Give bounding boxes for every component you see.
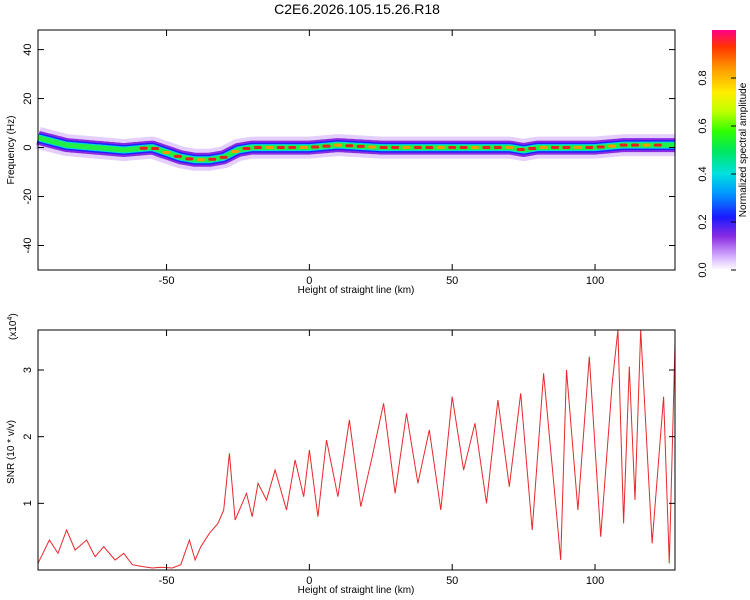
- spectrogram-y-label: Frequency (Hz): [6, 116, 17, 185]
- spectral-peak-mark: [185, 157, 194, 161]
- colorbar-tick-label: 0.8: [697, 70, 709, 85]
- spectral-peak-mark: [459, 146, 468, 150]
- spectral-peak-mark: [219, 155, 228, 159]
- spectrogram-x-tick-label: -50: [159, 275, 175, 287]
- spectral-peak-mark: [208, 157, 217, 161]
- spectral-peak-mark: [139, 146, 148, 150]
- snr-x-label: Height of straight line (km): [298, 585, 415, 596]
- snr-x-ticks: -50 0 50 100: [159, 330, 604, 587]
- spectrogram-y-ticks: -40 -20 0 20 40: [22, 43, 675, 253]
- spectral-peak-mark: [448, 146, 457, 150]
- spectral-peak-mark: [619, 143, 628, 147]
- snr-x-tick-label: 0: [306, 575, 312, 587]
- spectral-peak-mark: [288, 146, 297, 150]
- spectrogram-y-tick-label: 20: [22, 92, 34, 104]
- spectrogram-x-ticks: -50 0 50 100: [159, 30, 604, 287]
- spectral-peak-mark: [573, 146, 582, 150]
- spectrogram-frame: [37, 29, 676, 271]
- spectral-peak-mark: [242, 147, 251, 151]
- spectral-peak-mark: [345, 144, 354, 148]
- spectral-peak-mark: [151, 147, 160, 151]
- snr-x-tick-label: 50: [446, 575, 458, 587]
- snr-panel: -50 0 50 100 1 2 3 Height of straight line (k…: [6, 313, 676, 596]
- spectrogram-y-tick-label: -40: [22, 238, 34, 254]
- snr-y-tick-label: 3: [22, 367, 34, 373]
- spectral-peak-mark: [265, 146, 274, 150]
- spectral-peak-mark: [276, 146, 285, 150]
- spectral-peak-mark: [425, 146, 434, 150]
- spectral-peak-mark: [196, 158, 205, 162]
- snr-scale-label: (x104): [7, 313, 19, 340]
- snr-x-tick-label: -50: [159, 575, 175, 587]
- colorbar-gradient: [712, 30, 736, 270]
- snr-y-ticks: 1 2 3: [22, 367, 675, 506]
- spectral-peak-mark: [413, 146, 422, 150]
- spectral-peak-mark: [631, 143, 640, 147]
- spectrogram-panel: -50 0 50 100 -40 -20 0 20 40 Height of straight…: [6, 29, 684, 296]
- spectral-peak-mark: [471, 146, 480, 150]
- spectrogram-x-tick-label: 100: [586, 275, 604, 287]
- spectral-peak-mark: [231, 149, 240, 153]
- snr-series-line: [37, 329, 676, 569]
- colorbar-tick-label: 0.4: [697, 166, 709, 181]
- spectral-peak-mark: [322, 144, 331, 148]
- spectral-peak-mark: [368, 145, 377, 149]
- spectral-peak-mark: [562, 146, 571, 150]
- spectrogram-y-tick-label: -20: [22, 189, 34, 205]
- spectral-peak-mark: [608, 144, 617, 148]
- colorbar-tick-label: 0.2: [697, 214, 709, 229]
- spectral-peak-mark: [311, 145, 320, 149]
- spectral-peak-mark: [528, 147, 537, 151]
- spectral-peak-mark: [333, 143, 342, 147]
- spectral-peak-mark: [253, 146, 262, 150]
- figure-title: C2E6.2026.105.15.26.R18: [274, 1, 440, 17]
- spectral-peak-mark: [299, 146, 308, 150]
- snr-x-tick-label: 100: [586, 575, 604, 587]
- spectral-peak-mark: [505, 146, 514, 150]
- spectral-peak-mark: [516, 148, 525, 152]
- snr-y-label: SNR (10 * v/v): [6, 420, 17, 484]
- spectrogram-x-tick-label: 0: [306, 275, 312, 287]
- snr-y-tick-label: 1: [22, 500, 34, 506]
- colorbar-ticks: 0.0 0.2 0.4 0.6 0.8: [697, 70, 736, 278]
- spectrogram-y-tick-label: 0: [22, 144, 34, 150]
- spectral-peak-mark: [585, 146, 594, 150]
- snr-y-tick-label: 2: [22, 434, 34, 440]
- spectral-peak-mark: [642, 143, 651, 147]
- spectrogram-x-label: Height of straight line (km): [298, 285, 415, 296]
- spectral-peak-mark: [391, 146, 400, 150]
- spectral-peak-mark: [653, 143, 662, 147]
- spectral-peak-mark: [539, 146, 548, 150]
- colorbar-label: Normalized spectral amplitude: [738, 82, 749, 217]
- spectral-peak-mark: [482, 146, 491, 150]
- spectral-peak-mark: [436, 146, 445, 150]
- spectral-peak-mark: [356, 144, 365, 148]
- snr-frame: [37, 329, 676, 571]
- spectral-peak-mark: [493, 146, 502, 150]
- colorbar: 0.0 0.2 0.4 0.6 0.8 Normalized spectral ampl…: [697, 30, 749, 278]
- spectral-amplitude-band: [29, 127, 684, 171]
- snr-scale-factor: (x104): [7, 313, 19, 340]
- colorbar-tick-label: 0.6: [697, 118, 709, 133]
- spectral-peak-mark: [596, 145, 605, 149]
- spectral-peak-mark: [551, 146, 560, 150]
- spectrogram-x-tick-label: 50: [446, 275, 458, 287]
- colorbar-tick-label: 0.0: [697, 262, 709, 277]
- spectral-peak-mark: [402, 146, 411, 150]
- spectral-peak-mark: [162, 150, 171, 154]
- spectral-peak-mark: [379, 146, 388, 150]
- spectral-peak-mark: [173, 154, 182, 158]
- spectrogram-y-tick-label: 40: [22, 43, 34, 55]
